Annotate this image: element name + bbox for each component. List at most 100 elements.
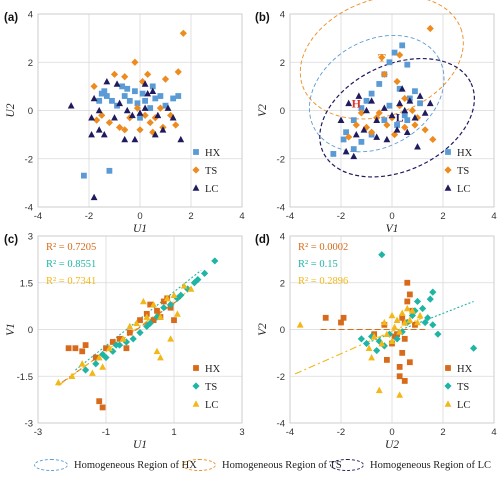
y-axis-label: U2	[5, 103, 17, 117]
data-point-lc	[391, 323, 398, 330]
data-point-lc	[411, 114, 419, 121]
data-point-ts	[378, 251, 386, 259]
y-tick-label: -3	[25, 419, 33, 430]
data-point-lc	[416, 311, 424, 319]
r-squared-label: R² = 0.8551	[46, 259, 96, 270]
series-legend: HX TS LC	[192, 148, 221, 195]
data-point-lc	[350, 152, 358, 160]
data-point-lc	[150, 300, 157, 308]
data-point-lc	[167, 335, 174, 342]
legend-marker-lc	[192, 400, 200, 407]
data-point-lc	[368, 97, 375, 104]
data-point-lc	[141, 104, 149, 111]
legend-label-ts: TS	[457, 382, 469, 393]
data-point-lc	[128, 111, 136, 119]
data-point-ts	[121, 126, 129, 134]
panel-a: -4 -2 0 2 4 -4 -2 0 2 4 U1 U2 (a) HX TS LC	[4, 10, 245, 236]
data-point-hx	[404, 61, 411, 68]
x-tick-label: 2	[188, 211, 193, 222]
data-point-lc	[352, 131, 360, 138]
legend-marker-ts	[444, 382, 452, 390]
data-point-hx	[175, 93, 182, 99]
data-point-lc	[401, 106, 409, 114]
data-point-hx	[96, 398, 103, 405]
data-point-ts	[434, 330, 442, 338]
y-tick-label: 4	[280, 10, 285, 21]
data-point-ts	[82, 366, 90, 374]
x-axis-label: U1	[133, 439, 147, 451]
data-point-ts	[129, 335, 137, 343]
data-point-ts	[98, 111, 106, 119]
data-point-lc	[140, 297, 147, 305]
y-tick-label: -2	[277, 372, 285, 383]
data-point-ts	[173, 294, 181, 302]
legend-marker-lc	[444, 400, 452, 407]
homogeneous-region-ellipse-lc	[319, 57, 475, 178]
legend-label-lc: LC	[205, 184, 218, 195]
legend-marker-ts	[192, 166, 200, 174]
data-point-hx	[137, 114, 143, 121]
data-point-hx	[404, 117, 411, 124]
panel-c: -3 -1 1 3 -3 -1.5 0 1.5 3 U1 V1 (c) R² = 0.7205 R² = …	[4, 232, 245, 452]
data-point-lc	[403, 304, 411, 312]
data-point-lc	[90, 193, 98, 201]
data-point-hx	[396, 85, 403, 92]
data-point-ts	[116, 123, 124, 131]
data-point-ts	[378, 53, 386, 62]
data-point-hx	[350, 117, 357, 124]
data-point-lc	[426, 99, 434, 107]
data-point-hx	[401, 335, 408, 342]
data-point-hx	[363, 97, 370, 104]
dashed-ellipse-icon	[330, 459, 364, 471]
y-axis-label: V2	[257, 323, 269, 336]
y-tick-label: 4	[280, 232, 285, 243]
y-tick-label: 0	[280, 325, 285, 336]
data-point-lc	[141, 80, 149, 87]
x-tick-label: -2	[85, 211, 93, 222]
legend-label-lc-region: Homogeneous Region of LC	[370, 459, 492, 471]
data-point-lc	[177, 135, 185, 143]
data-point-hx	[137, 317, 143, 324]
data-point-ts	[99, 350, 107, 359]
data-point-hx	[350, 146, 357, 152]
data-point-lc	[380, 318, 388, 326]
data-point-lc	[55, 378, 62, 386]
data-point-lc	[89, 369, 96, 376]
legend-marker-hx	[445, 149, 451, 155]
data-point-hx	[139, 90, 146, 97]
data-point-ts	[136, 126, 144, 134]
data-point-lc	[414, 318, 421, 326]
data-point-lc	[393, 126, 401, 133]
legend-label-ts-region: Homogeneous Region of TS	[222, 459, 342, 471]
data-point-hx	[170, 95, 177, 102]
data-point-lc	[163, 294, 171, 302]
data-point-hx	[119, 83, 126, 90]
data-point-hx	[386, 59, 393, 66]
data-point-ts	[172, 121, 180, 129]
data-point-ts	[393, 335, 401, 343]
data-point-hx	[399, 314, 406, 321]
data-point-lc	[174, 310, 181, 317]
data-point-hx	[396, 373, 403, 380]
data-point-ts	[408, 311, 416, 320]
legend-label-lc: LC	[205, 400, 218, 411]
x-axis-label: U2	[385, 439, 399, 451]
data-point-lc	[157, 353, 164, 361]
data-point-hx	[160, 298, 167, 305]
data-point-lc	[363, 106, 370, 114]
centroid-label: H	[352, 96, 362, 110]
data-point-lc	[368, 353, 375, 361]
series-legend: HX TS LC	[444, 364, 473, 411]
x-tick-label: 2	[440, 211, 445, 222]
data-point-ts	[429, 135, 437, 144]
data-point-ts	[424, 314, 432, 322]
data-point-lc	[398, 309, 406, 316]
data-point-ts	[109, 347, 117, 355]
data-point-hx	[401, 378, 408, 384]
data-point-ts	[136, 329, 144, 337]
data-point-lc	[131, 135, 139, 143]
data-point-lc	[378, 339, 386, 347]
y-tick-label: -2	[277, 154, 285, 165]
data-point-lc	[342, 147, 350, 155]
panel-label: (b)	[255, 12, 270, 24]
